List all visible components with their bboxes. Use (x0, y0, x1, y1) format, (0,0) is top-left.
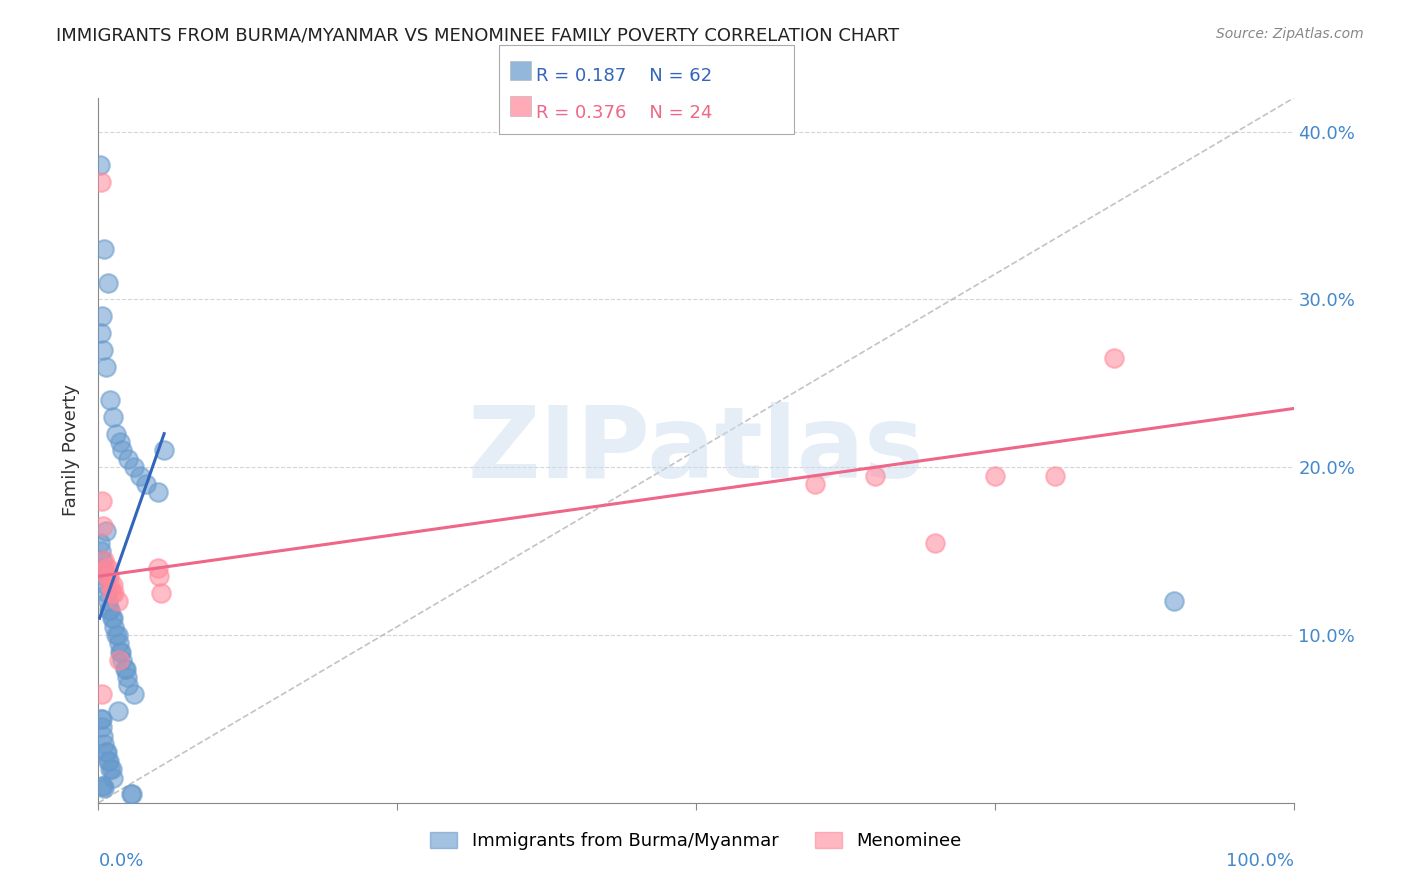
Point (97, 594, 120, 608)
Point (91, 779, 114, 793)
Point (129, 468, 152, 483)
Point (94, 524, 117, 538)
Point (105, 628, 128, 642)
Text: 100.0%: 100.0% (1226, 852, 1294, 870)
Point (1043, 468, 1066, 483)
Point (111, 653, 134, 667)
Point (90, 175, 112, 189)
Point (120, 788, 142, 802)
Text: IMMIGRANTS FROM BURMA/MYANMAR VS MENOMINEE FAMILY POVERTY CORRELATION CHART: IMMIGRANTS FROM BURMA/MYANMAR VS MENOMIN… (56, 27, 900, 45)
Point (153, 443, 176, 458)
Point (91, 310, 114, 324)
Point (97, 561, 120, 575)
Point (148, 569, 170, 583)
Point (94, 561, 117, 575)
Point (121, 788, 143, 802)
Point (89, 158, 111, 172)
Point (91, 729, 114, 743)
Point (1104, 351, 1126, 366)
Point (90, 326, 112, 340)
Point (111, 443, 134, 458)
Point (93, 552, 115, 566)
Point (924, 535, 946, 549)
Point (108, 645, 131, 659)
Y-axis label: Family Poverty: Family Poverty (62, 384, 80, 516)
Point (984, 468, 1007, 483)
Text: R = 0.187    N = 62: R = 0.187 N = 62 (527, 67, 718, 86)
Point (101, 611, 124, 625)
Point (98, 577, 122, 591)
Text: R = 0.376    N = 24: R = 0.376 N = 24 (527, 107, 718, 126)
Point (93, 242, 115, 256)
Point (865, 468, 887, 483)
Point (117, 678, 139, 692)
Point (1163, 594, 1185, 608)
Text: ZIPatlas: ZIPatlas (468, 402, 924, 499)
Legend: Immigrants from Burma/Myanmar, Menominee: Immigrants from Burma/Myanmar, Menominee (423, 824, 969, 857)
Point (124, 687, 146, 701)
Point (94, 577, 117, 591)
Text: 0.0%: 0.0% (98, 852, 143, 870)
Point (100, 586, 122, 600)
Point (91, 712, 114, 726)
Point (98, 393, 122, 408)
Point (100, 611, 122, 625)
Point (94, 359, 117, 374)
Point (96, 569, 118, 583)
Point (101, 577, 124, 591)
Text: R = 0.376    N = 24: R = 0.376 N = 24 (536, 104, 711, 122)
Point (98, 603, 121, 617)
Point (98, 603, 122, 617)
Point (110, 645, 132, 659)
Point (93, 737, 115, 751)
Point (97, 754, 120, 768)
Point (89, 535, 111, 549)
Point (804, 477, 827, 491)
Point (98, 754, 121, 768)
Point (103, 586, 125, 600)
Point (148, 485, 170, 500)
Point (98, 569, 121, 583)
Point (115, 662, 138, 676)
Point (105, 426, 128, 441)
Point (93, 780, 115, 795)
Point (107, 628, 129, 642)
Point (97, 276, 120, 290)
Point (135, 477, 157, 491)
Point (108, 435, 131, 450)
Point (101, 409, 124, 424)
Point (91, 779, 114, 793)
Point (149, 586, 172, 600)
Text: Source: ZipAtlas.com: Source: ZipAtlas.com (1216, 27, 1364, 41)
Point (91, 493, 114, 508)
Point (93, 569, 115, 583)
Point (148, 561, 170, 575)
Point (100, 762, 122, 776)
Point (107, 704, 129, 718)
Point (96, 746, 118, 760)
Point (91, 720, 114, 734)
Point (91, 687, 114, 701)
Point (98, 762, 122, 776)
Point (115, 670, 138, 684)
Point (91, 519, 114, 533)
Point (91, 561, 114, 575)
Point (90, 544, 112, 558)
Point (91, 552, 114, 566)
Point (103, 620, 125, 634)
Point (107, 636, 129, 650)
Text: R = 0.187    N = 62: R = 0.187 N = 62 (536, 67, 711, 85)
Point (96, 586, 118, 600)
Point (107, 653, 129, 667)
Point (101, 771, 124, 785)
Point (90, 712, 112, 726)
Point (124, 460, 146, 475)
Point (107, 594, 129, 608)
Point (94, 746, 117, 760)
Point (117, 451, 139, 466)
Point (114, 662, 136, 676)
Point (91, 343, 114, 357)
